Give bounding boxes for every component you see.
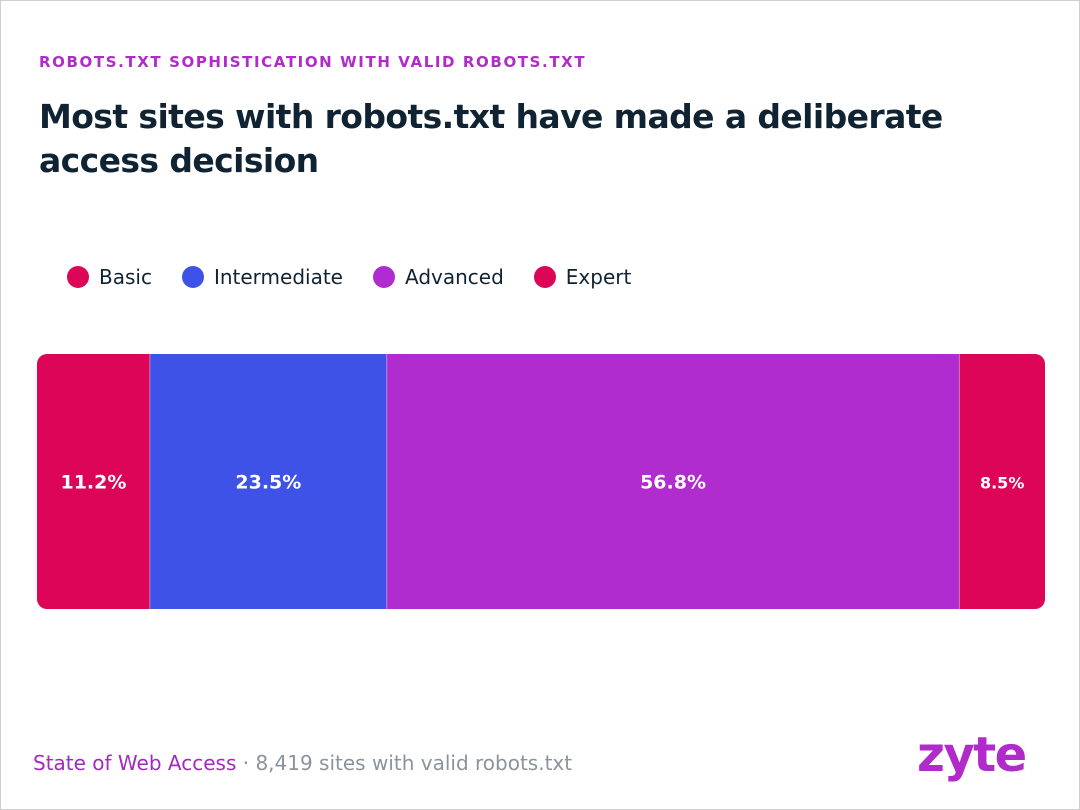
chart-kicker: ROBOTS.TXT SOPHISTICATION WITH VALID ROB… xyxy=(39,53,587,71)
legend-item-advanced: Advanced xyxy=(373,265,504,289)
stacked-bar-chart: 11.2% 23.5% 56.8% 8.5% xyxy=(37,354,1045,609)
legend-label-expert: Expert xyxy=(565,265,632,289)
zyte-logo: zyte xyxy=(917,727,1027,783)
bar-segment-basic xyxy=(37,354,150,609)
legend-item-intermediate: Intermediate xyxy=(181,265,343,289)
bar-label-intermediate: 23.5% xyxy=(235,472,301,494)
legend-item-basic: Basic xyxy=(67,265,152,289)
bar-label-basic: 11.2% xyxy=(60,472,126,494)
legend-item-expert: Expert xyxy=(533,265,632,289)
chart-legend: Basic Intermediate Advanced Expert xyxy=(67,265,661,289)
footer-source: State of Web Access xyxy=(33,751,237,775)
legend-label-intermediate: Intermediate xyxy=(213,265,343,289)
bar-segment-advanced xyxy=(386,354,960,609)
bar-segment-expert xyxy=(959,354,1045,609)
stacked-bar-svg: 11.2% 23.5% 56.8% 8.5% xyxy=(37,354,1045,609)
legend-swatch-intermediate xyxy=(181,266,204,288)
bar-segment-intermediate xyxy=(149,354,387,609)
legend-swatch-advanced xyxy=(373,266,395,288)
chart-footer: State of Web Access · 8,419 sites with v… xyxy=(33,751,572,775)
footer-separator: · xyxy=(236,751,256,775)
legend-label-advanced: Advanced xyxy=(405,265,504,289)
chart-title: Most sites with robots.txt have made a d… xyxy=(39,97,943,180)
bar-label-advanced: 56.8% xyxy=(640,472,706,494)
footer-note: 8,419 sites with valid robots.txt xyxy=(255,751,573,775)
legend-swatch-expert xyxy=(533,266,556,288)
legend-swatch-basic xyxy=(67,266,89,288)
bar-label-expert: 8.5% xyxy=(980,474,1024,493)
legend-label-basic: Basic xyxy=(99,265,152,289)
